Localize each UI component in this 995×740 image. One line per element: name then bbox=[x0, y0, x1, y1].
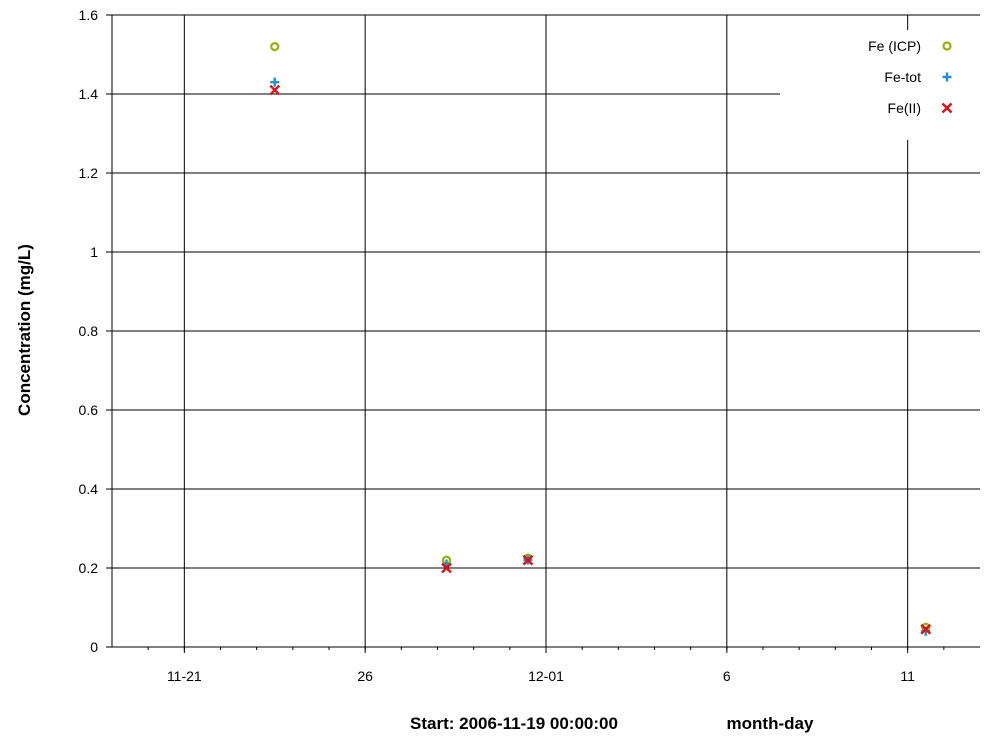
data-point-fe-tot bbox=[270, 77, 280, 87]
x-tick-label: 11-21 bbox=[167, 668, 202, 684]
legend-box bbox=[780, 30, 975, 140]
y-tick-label: 0.6 bbox=[79, 402, 99, 418]
axes: 0 0.2 0.4 0.6 0.8 1 1.2 1.4 1.6 11-21 26 12-01 6 11 bbox=[79, 7, 980, 684]
y-tick-label: 0 bbox=[90, 639, 98, 655]
legend-marker-fe-icp bbox=[942, 41, 952, 51]
data-point-fe-ii bbox=[522, 554, 534, 566]
x-axis-unit-label: month-day bbox=[727, 714, 814, 733]
legend-label-fe-ii: Fe(II) bbox=[888, 100, 921, 116]
data-points bbox=[269, 41, 932, 636]
y-tick-label: 0.4 bbox=[79, 481, 99, 497]
y-tick-label: 0.8 bbox=[79, 323, 99, 339]
legend: Fe (ICP) Fe-tot Fe(II) bbox=[780, 30, 975, 140]
y-tick-label: 1.4 bbox=[79, 86, 99, 102]
data-point-fe-ii bbox=[441, 562, 452, 574]
x-tick-label: 12-01 bbox=[528, 668, 564, 684]
data-point-fe-ii bbox=[269, 84, 281, 96]
y-axis-title: Concentration (mg/L) bbox=[15, 244, 34, 416]
x-axis-start-label: Start: 2006-11-19 00:00:00 bbox=[410, 714, 618, 733]
grid bbox=[112, 14, 980, 648]
data-point-fe-ii bbox=[920, 623, 932, 635]
x-tick-label: 11 bbox=[900, 668, 915, 684]
x-tick-label: 26 bbox=[357, 668, 373, 684]
x-tick-label: 6 bbox=[723, 668, 731, 684]
legend-marker-fe-ii bbox=[941, 102, 953, 114]
y-tick-label: 1 bbox=[90, 244, 98, 260]
legend-label-fe-icp: Fe (ICP) bbox=[868, 38, 921, 54]
y-tick-label: 0.2 bbox=[79, 560, 99, 576]
y-tick-label: 1.6 bbox=[79, 7, 99, 23]
legend-label-fe-tot: Fe-tot bbox=[884, 69, 921, 85]
y-tick-label: 1.2 bbox=[79, 165, 99, 181]
data-point-fe-icp bbox=[270, 41, 280, 52]
legend-marker-fe-tot bbox=[942, 72, 952, 82]
